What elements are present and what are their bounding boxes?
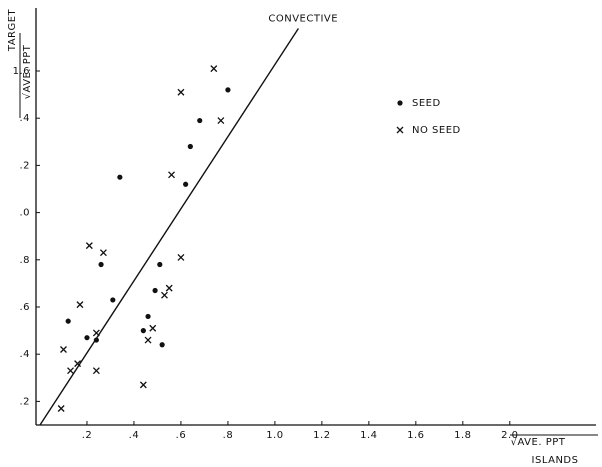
seed-point bbox=[98, 261, 104, 268]
x-tick-label: 2.0 bbox=[501, 430, 518, 441]
x-tick-label: 1.8 bbox=[454, 430, 471, 441]
no-seed-point bbox=[57, 405, 65, 412]
legend-label: NO SEED bbox=[412, 125, 461, 136]
seed-point bbox=[225, 87, 231, 93]
no-seed-point bbox=[177, 88, 185, 96]
x-tick-label: .8 bbox=[223, 430, 234, 441]
no-seed-point bbox=[76, 301, 84, 309]
x-unit-label: √AVE. PPT bbox=[511, 437, 566, 448]
seed-point bbox=[157, 261, 163, 268]
seed-point bbox=[93, 337, 99, 343]
seed-point bbox=[397, 100, 403, 106]
no-seed-point bbox=[67, 367, 74, 375]
seed-point bbox=[187, 143, 193, 150]
no-seed-point bbox=[85, 242, 93, 250]
no-seed-point bbox=[149, 324, 157, 332]
x-tick-label: 1.6 bbox=[407, 430, 424, 441]
no-seed-point bbox=[99, 249, 107, 257]
y-tick-label: .0 bbox=[19, 208, 30, 219]
x-tick-label: 1.2 bbox=[313, 430, 330, 441]
legend-label: SEED bbox=[412, 98, 441, 109]
fit-line bbox=[39, 28, 299, 426]
seed-point bbox=[152, 287, 158, 294]
fit-line-label: CONVECTIVE bbox=[268, 14, 338, 25]
y-axis-label: TARGET bbox=[7, 8, 18, 52]
seed-point bbox=[159, 342, 165, 348]
no-seed-point bbox=[92, 367, 100, 375]
y-tick-label: .4 bbox=[19, 113, 30, 124]
no-seed-point bbox=[60, 346, 67, 353]
no-seed-point bbox=[139, 381, 147, 389]
seed-point bbox=[140, 328, 146, 334]
no-seed-point bbox=[396, 126, 404, 134]
y-tick-label: .2 bbox=[19, 396, 30, 407]
x-tick-label: .2 bbox=[82, 430, 93, 441]
seed-point bbox=[145, 313, 151, 320]
no-seed-point bbox=[92, 329, 100, 337]
no-seed-point bbox=[74, 360, 82, 368]
x-tick-label: .6 bbox=[176, 430, 187, 441]
y-tick-label: 1.6 bbox=[13, 66, 30, 77]
x-tick-label: 1.0 bbox=[266, 430, 283, 441]
y-tick-label: .4 bbox=[19, 349, 30, 360]
y-tick-label: .2 bbox=[19, 160, 30, 171]
y-unit-label: √AVE. PPT bbox=[22, 44, 33, 99]
seed-point bbox=[65, 318, 71, 324]
seed-point bbox=[117, 174, 123, 180]
seed-point bbox=[197, 117, 203, 124]
no-seed-point bbox=[144, 336, 152, 344]
seed-point bbox=[183, 181, 189, 187]
no-seed-point bbox=[217, 117, 225, 125]
x-tick-label: 1.4 bbox=[360, 430, 377, 441]
no-seed-point bbox=[210, 65, 218, 73]
no-seed-point bbox=[161, 291, 168, 299]
x-tick-label: .4 bbox=[129, 430, 140, 441]
no-seed-point bbox=[165, 284, 173, 292]
seed-point bbox=[110, 297, 116, 303]
no-seed-point bbox=[168, 171, 175, 179]
seed-point bbox=[84, 335, 90, 341]
no-seed-point bbox=[177, 253, 185, 261]
x-axis-label: ISLANDS bbox=[532, 455, 579, 466]
y-tick-label: .8 bbox=[19, 255, 30, 266]
y-tick-label: .6 bbox=[19, 302, 30, 313]
